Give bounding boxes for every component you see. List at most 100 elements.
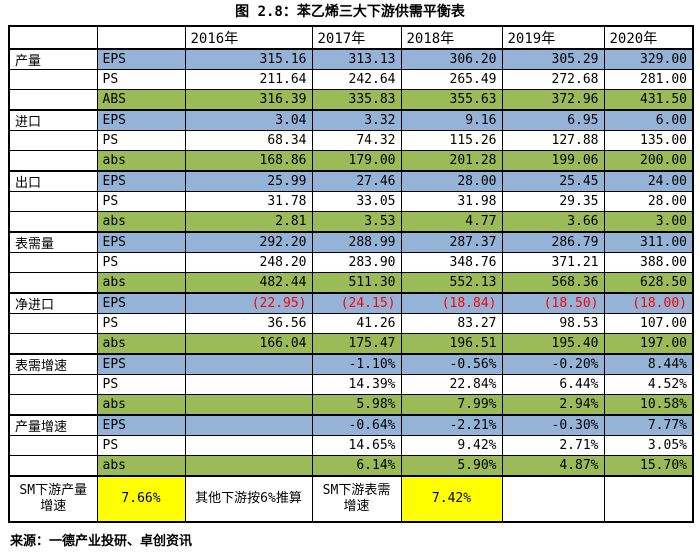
value-cell: 6.95 (501, 109, 605, 131)
table-row: abs 5.98% 7.99% 2.94% 10.58% (8, 394, 694, 416)
group-label-cell (8, 272, 98, 294)
value-cell: 7.99% (400, 394, 503, 416)
value-cell: 14.39% (311, 374, 402, 395)
value-cell: 482.44 (184, 272, 313, 294)
value-cell: 22.84% (400, 374, 503, 395)
group-label-cell (8, 374, 98, 395)
group-label-cell (8, 211, 98, 233)
value-cell: (18.00) (603, 292, 694, 314)
header-empty-metric (8, 25, 98, 50)
footer-label-sm-downstream-demand-growth: SM下游表需增速 (311, 475, 402, 523)
value-cell: 313.13 (311, 48, 402, 70)
value-cell: 98.53 (501, 313, 605, 334)
value-cell: -0.64% (311, 414, 402, 436)
value-cell: 9.42% (400, 435, 503, 456)
sub-label-cell: PS (96, 69, 186, 90)
value-cell: 9.16 (400, 109, 503, 131)
footer-value-sm-downstream-production-growth: 7.66% (96, 475, 186, 523)
value-cell: 83.27 (400, 313, 503, 334)
value-cell: 8.44% (603, 353, 694, 375)
value-cell: 511.30 (311, 272, 402, 294)
value-cell: 6.14% (311, 455, 402, 477)
sub-label-cell: EPS (96, 48, 186, 70)
value-cell (184, 374, 313, 395)
value-cell: 306.20 (400, 48, 503, 70)
value-cell: 272.68 (501, 69, 605, 90)
table-row: 进口 EPS 3.04 3.32 9.16 6.95 6.00 (8, 109, 694, 131)
value-cell: 3.05% (603, 435, 694, 456)
sub-label-cell: abs (96, 333, 186, 355)
value-cell: 6.44% (501, 374, 605, 395)
value-cell: 36.56 (184, 313, 313, 334)
value-cell: 24.00 (603, 170, 694, 192)
value-cell: 31.78 (184, 191, 313, 212)
value-cell: (18.50) (501, 292, 605, 314)
table-row: PS 14.65% 9.42% 2.71% 3.05% (8, 435, 694, 456)
value-cell: 7.77% (603, 414, 694, 436)
value-cell: 3.53 (311, 211, 402, 233)
value-cell: 348.76 (400, 252, 503, 273)
value-cell: 316.39 (184, 89, 313, 111)
table-row: 产量 EPS 315.16 313.13 306.20 305.29 329.00 (8, 48, 694, 70)
value-cell: 196.51 (400, 333, 503, 355)
value-cell (184, 353, 313, 375)
header-row: 2016年 2017年 2018年 2019年 2020年 (8, 25, 694, 50)
value-cell: 107.00 (603, 313, 694, 334)
value-cell: 329.00 (603, 48, 694, 70)
table-row: abs 2.81 3.53 4.77 3.66 3.00 (8, 211, 694, 233)
sub-label-cell: abs (96, 150, 186, 172)
table-row: 净进口 EPS (22.95) (24.15) (18.84) (18.50) (18.00… (8, 292, 694, 314)
footer-empty-2020 (603, 475, 694, 523)
table-row: abs 6.14% 5.90% 4.87% 15.70% (8, 455, 694, 477)
value-cell: 315.16 (184, 48, 313, 70)
value-cell: 265.49 (400, 69, 503, 90)
group-label-cell (8, 333, 98, 355)
table-row: PS 36.56 41.26 83.27 98.53 107.00 (8, 313, 694, 334)
group-label-cell (8, 435, 98, 456)
supply-demand-balance-table: 2016年 2017年 2018年 2019年 2020年 产量 EPS 315.1… (8, 25, 694, 523)
footer-row: SM下游产量增速 7.66% 其他下游按6%推算 SM下游表需增速 7.42% (8, 475, 694, 523)
value-cell: 371.21 (501, 252, 605, 273)
sub-label-cell: PS (96, 313, 186, 334)
value-cell: 287.37 (400, 231, 503, 253)
group-label-cell (8, 150, 98, 172)
table-row: ABS 316.39 335.83 355.63 372.96 431.50 (8, 89, 694, 111)
group-label-cell (8, 455, 98, 477)
group-label-cell: 出口 (8, 170, 98, 192)
value-cell: 31.98 (400, 191, 503, 212)
value-cell: 281.00 (603, 69, 694, 90)
value-cell: 2.71% (501, 435, 605, 456)
group-label-cell (8, 191, 98, 212)
footer-note-other-downstream-assumption: 其他下游按6%推算 (184, 475, 313, 523)
group-label-cell (8, 69, 98, 90)
sub-label-cell: abs (96, 272, 186, 294)
value-cell: -0.20% (501, 353, 605, 375)
source-note: 来源：一德产业投研、卓创资讯 (10, 534, 193, 549)
header-empty-product (96, 25, 186, 50)
group-label-cell: 产量增速 (8, 414, 98, 436)
footer-value-sm-downstream-demand-growth: 7.42% (400, 475, 503, 523)
table-row: abs 168.86 179.00 201.28 199.06 200.00 (8, 150, 694, 172)
sub-label-cell: PS (96, 191, 186, 212)
sub-label-cell: abs (96, 394, 186, 416)
value-cell: 25.99 (184, 170, 313, 192)
table-row: abs 166.04 175.47 196.51 195.40 197.00 (8, 333, 694, 355)
group-label-cell: 产量 (8, 48, 98, 70)
header-year-2018: 2018年 (400, 25, 503, 50)
sub-label-cell: PS (96, 435, 186, 456)
value-cell: 25.45 (501, 170, 605, 192)
group-label-cell: 表需量 (8, 231, 98, 253)
value-cell: 311.00 (603, 231, 694, 253)
value-cell: 14.65% (311, 435, 402, 456)
value-cell (184, 435, 313, 456)
group-label-cell (8, 252, 98, 273)
value-cell: 286.79 (501, 231, 605, 253)
sub-label-cell: ABS (96, 89, 186, 111)
value-cell: 199.06 (501, 150, 605, 172)
table-row: abs 482.44 511.30 552.13 568.36 628.50 (8, 272, 694, 294)
value-cell: 388.00 (603, 252, 694, 273)
header-year-2016: 2016年 (184, 25, 313, 50)
value-cell: 166.04 (184, 333, 313, 355)
value-cell: 372.96 (501, 89, 605, 111)
